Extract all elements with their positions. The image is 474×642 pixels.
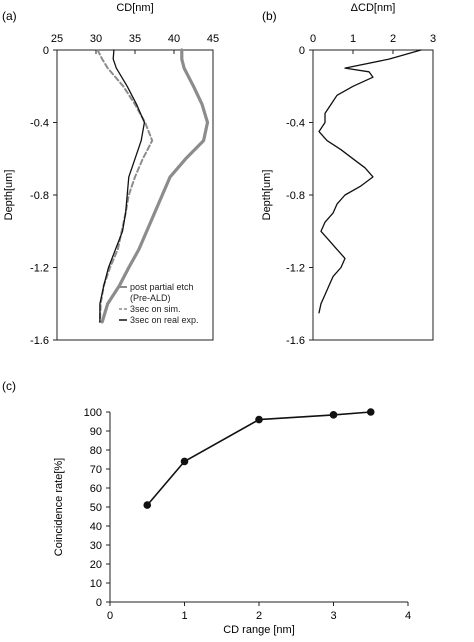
y-tick-label: 20 bbox=[90, 559, 102, 571]
legend-entry-line: 3sec on sim. bbox=[130, 304, 181, 314]
x-tick-label: 0 bbox=[107, 610, 113, 622]
y-axis-title: Coincidence rate[%] bbox=[53, 458, 65, 556]
y-tick-label: -1.2 bbox=[286, 263, 305, 275]
y-tick-label: 0 bbox=[299, 45, 305, 57]
panel-label: (b) bbox=[262, 9, 277, 23]
series-line-1 bbox=[146, 411, 372, 506]
x-tick-label: 2 bbox=[256, 610, 262, 622]
x-tick-label: 2 bbox=[390, 33, 396, 45]
y-axis-title: Depth[um] bbox=[261, 170, 273, 221]
chart-panel-1: (a) 25 30 35 40 45 0 -0.4 -0.8 -1.2 -1.6 CD[nm] Dept… bbox=[2, 2, 219, 347]
x-tick-label: 25 bbox=[51, 33, 63, 45]
y-tick-label: 10 bbox=[90, 578, 102, 590]
y-tick-label: 40 bbox=[90, 521, 102, 533]
y-tick-label: -1.2 bbox=[30, 263, 49, 275]
y-tick-label: -1.6 bbox=[30, 335, 49, 347]
legend-entry: post partial etch (Pre-ALD) bbox=[130, 282, 194, 303]
series-line-1 bbox=[100, 48, 210, 324]
data-point bbox=[180, 457, 189, 466]
data-point bbox=[255, 415, 263, 424]
y-tick-label: 80 bbox=[90, 445, 102, 457]
data-point bbox=[329, 411, 338, 419]
series-line-3 bbox=[99, 49, 146, 323]
panel-label: (a) bbox=[2, 9, 17, 23]
y-tick-label: 0 bbox=[96, 597, 102, 609]
y-tick-label: -0.8 bbox=[30, 190, 49, 202]
y-tick-label: 100 bbox=[84, 407, 102, 419]
chart-panel-2: (b) 0 1 2 3 0 -0.4 -0.8 -1.2 -1.6 ΔCD[nm] Depth[um] bbox=[261, 2, 436, 347]
x-tick-label: 45 bbox=[207, 33, 219, 45]
panel-label: (c) bbox=[2, 379, 16, 393]
y-tick-label: 30 bbox=[90, 540, 102, 552]
y-tick-label: 70 bbox=[90, 464, 102, 476]
y-tick-label: -0.8 bbox=[286, 190, 305, 202]
x-tick-label: 1 bbox=[350, 33, 356, 45]
y-tick-label: 0 bbox=[43, 45, 49, 57]
y-tick-label: -0.4 bbox=[286, 118, 305, 130]
y-tick-label: 60 bbox=[90, 483, 102, 495]
x-tick-label: 40 bbox=[168, 33, 180, 45]
series-line-1 bbox=[318, 49, 422, 314]
y-tick-label: -0.4 bbox=[30, 118, 49, 130]
legend-entry-line: (Pre-ALD) bbox=[130, 293, 171, 303]
x-tick-label: 1 bbox=[181, 610, 187, 622]
x-tick-label: 4 bbox=[405, 610, 411, 622]
y-tick-label: -1.6 bbox=[286, 335, 305, 347]
x-tick-label: 3 bbox=[430, 33, 436, 45]
y-tick-label: 90 bbox=[90, 426, 102, 438]
data-point bbox=[143, 501, 152, 509]
legend-entry: 3sec on real exp. bbox=[130, 315, 199, 325]
legend-entry-line: 3sec on real exp. bbox=[130, 315, 199, 325]
x-tick-label: 30 bbox=[90, 33, 102, 45]
data-point bbox=[366, 408, 375, 416]
y-tick-label: 50 bbox=[90, 502, 102, 514]
x-axis-title: ΔCD[nm] bbox=[351, 2, 396, 14]
legend-entry-line: post partial etch bbox=[130, 282, 194, 292]
plot-frame bbox=[312, 49, 434, 341]
x-tick-label: 3 bbox=[330, 610, 336, 622]
x-tick-label: 0 bbox=[310, 33, 316, 45]
x-axis-title: CD range [nm] bbox=[223, 624, 295, 636]
series-line-2 bbox=[96, 49, 154, 323]
x-tick-label: 35 bbox=[129, 33, 141, 45]
x-axis-title: CD[nm] bbox=[116, 2, 153, 14]
legend-entry: 3sec on sim. bbox=[130, 304, 181, 314]
y-axis-title: Depth[um] bbox=[3, 170, 15, 221]
